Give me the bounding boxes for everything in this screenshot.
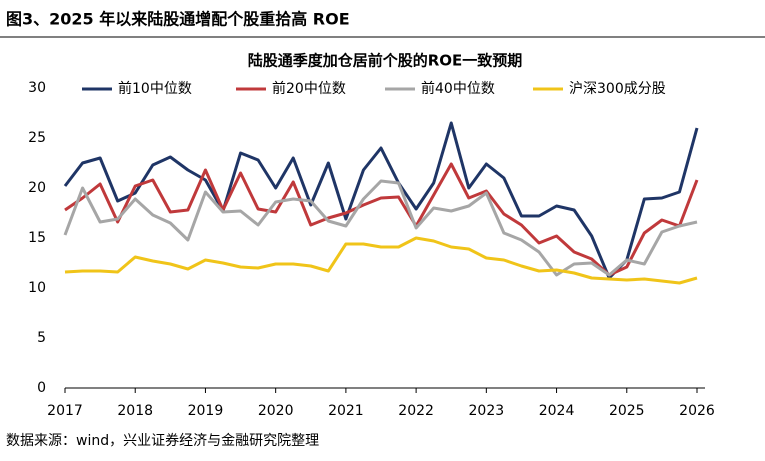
x-tick-label: 2017: [47, 403, 83, 419]
x-tick-label: 2020: [258, 403, 294, 419]
x-tick-label: 2018: [117, 403, 153, 419]
x-tick-label: 2022: [398, 403, 434, 419]
series-line: [64, 162, 699, 277]
y-tick-label: 5: [37, 330, 46, 346]
x-tick-label: 2024: [539, 403, 575, 419]
legend-label: 前10中位数: [118, 80, 192, 97]
y-tick-label: 25: [28, 130, 46, 146]
source-note: 数据来源：wind，兴业证券经济与金融研究院整理: [6, 433, 319, 449]
y-tick-label: 20: [28, 180, 46, 196]
y-tick-label: 15: [28, 230, 46, 246]
header-title: 图3、2025 年以来陆股通增配个股重拾高 ROE: [6, 10, 350, 29]
x-tick-label: 2019: [188, 403, 224, 419]
x-tick-label: 2021: [328, 403, 364, 419]
y-tick-label: 30: [28, 80, 46, 96]
y-tick-label: 10: [28, 280, 46, 296]
x-tick-label: 2023: [469, 403, 505, 419]
series-line: [63, 179, 698, 277]
y-tick-label: 0: [37, 380, 46, 396]
x-tick-label: 2025: [609, 403, 645, 419]
legend-label: 沪深300成分股: [569, 81, 666, 97]
x-tick-label: 2026: [679, 403, 715, 419]
chart-title: 陆股通季度加仓居前个股的ROE一致预期: [248, 52, 523, 70]
legend-label: 前20中位数: [272, 80, 346, 97]
legend-label: 前40中位数: [421, 80, 495, 97]
series-line: [64, 236, 698, 285]
series-line: [63, 121, 699, 280]
